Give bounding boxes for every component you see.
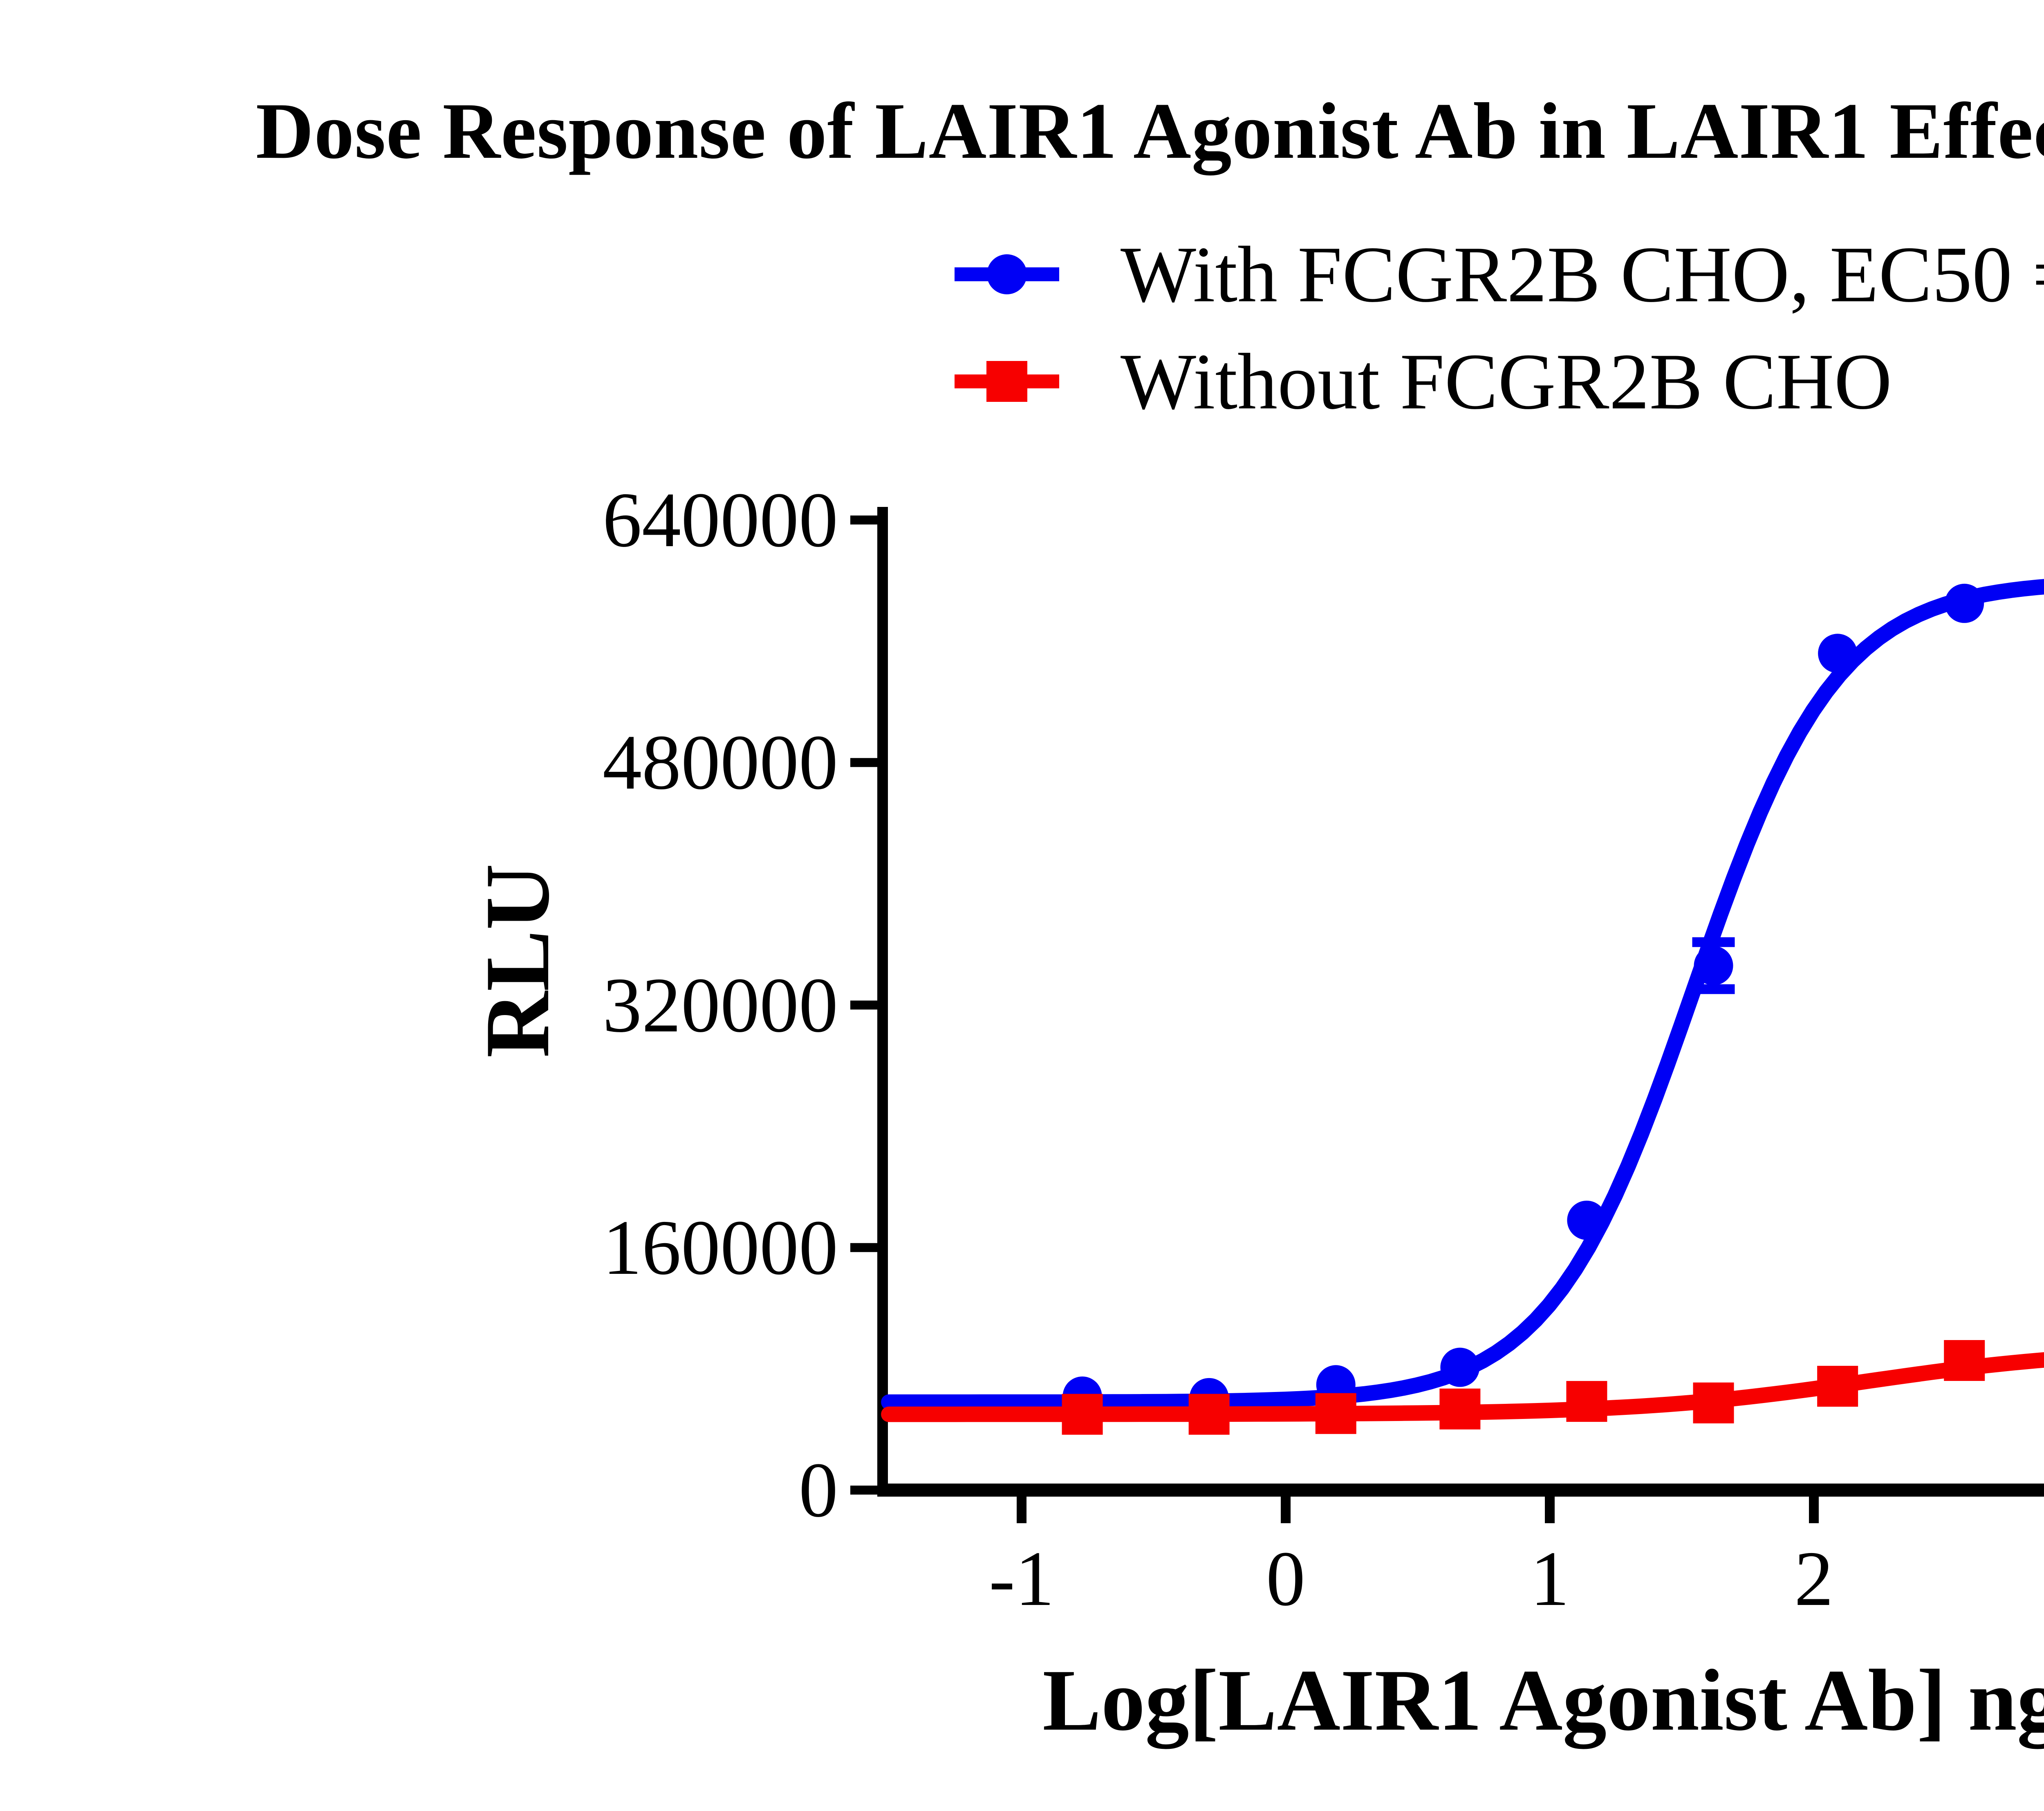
y-tick-label: 320000 [603,961,838,1049]
legend-label: With FCGR2B CHO, EC50 = 34.9 ng/ml [1121,230,2044,319]
y-tick-label: 640000 [603,476,838,563]
legend-item-with-fcgr2b: With FCGR2B CHO, EC50 = 34.9 ng/ml [955,221,2044,328]
blue-circle-marker-icon [955,221,1059,328]
red-square-marker-icon [955,328,1059,435]
legend-item-without-fcgr2b: Without FCGR2B CHO [955,328,2044,435]
legend-square-icon [986,361,1027,402]
chart-title: Dose Response of LAIR1 Agonist Ab in LAI… [256,87,2044,175]
y-tick-label: 160000 [603,1204,838,1291]
legend-label: Without FCGR2B CHO [1121,337,1892,426]
legend: With FCGR2B CHO, EC50 = 34.9 ng/ml Witho… [955,221,2044,435]
x-tick-label: 3 [1914,1534,2044,1624]
legend-circle-icon [987,254,1027,294]
x-axis-title: Log[LAIR1 Agonist Ab] ng/ml [1042,1651,2044,1749]
x-tick-label: 0 [1266,1535,1305,1622]
y-tick-label: 0 [799,1446,838,1533]
x-tick-label: 1 [1530,1535,1569,1622]
y-tick-label: 480000 [603,719,838,806]
x-tick-label: 2 [1794,1535,1833,1622]
x-tick-label: -1 [989,1535,1054,1622]
